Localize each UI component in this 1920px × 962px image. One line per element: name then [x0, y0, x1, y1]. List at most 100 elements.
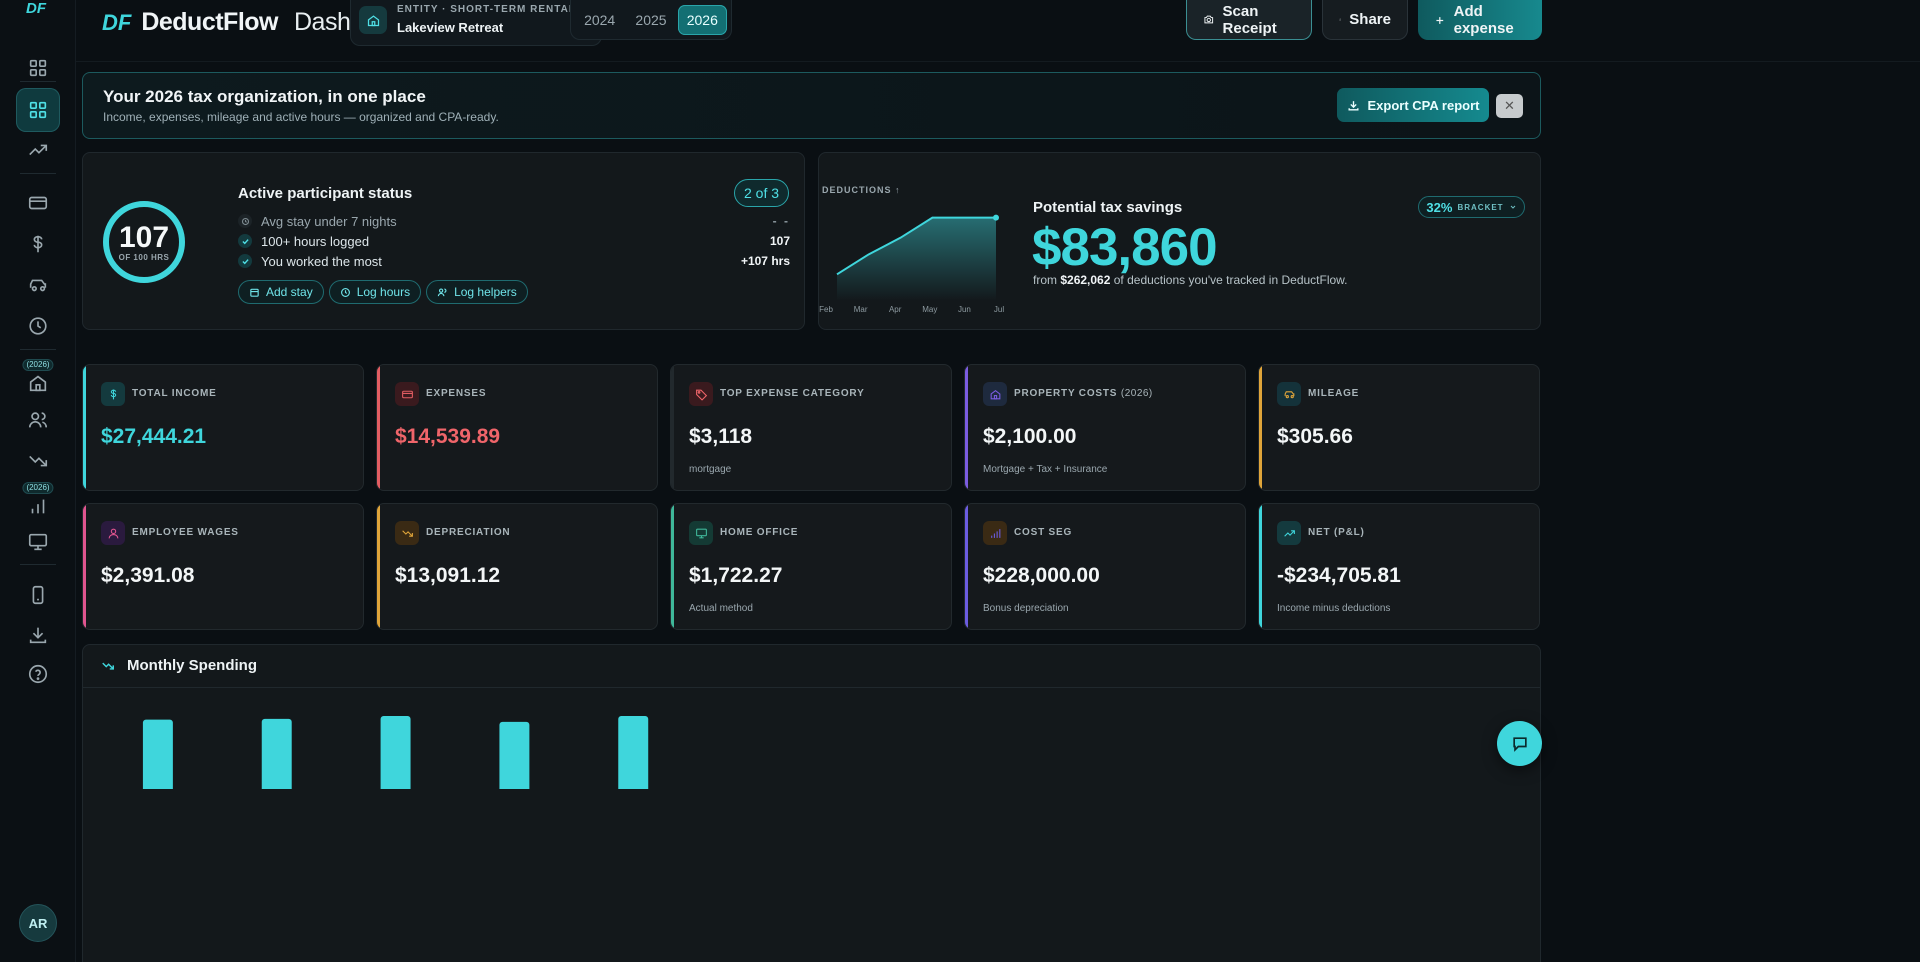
stat-card-label: TOP EXPENSE CATEGORY: [720, 388, 865, 399]
stat-card-value: $2,391.08: [101, 564, 195, 587]
sidebar-item-money[interactable]: [16, 222, 60, 266]
monthly-spending-panel: Monthly Spending: [82, 644, 1541, 962]
dollar-icon: [101, 382, 125, 406]
sidebar: DF (2026) (2026): [0, 0, 76, 962]
x-tick-label: Mar: [853, 305, 868, 314]
home-icon: [359, 6, 387, 34]
export-cpa-report-button[interactable]: Export CPA report: [1337, 88, 1489, 122]
property-year-badge: (2026): [22, 359, 54, 371]
clock-icon: [340, 287, 350, 297]
sidebar-item-cost-seg[interactable]: (2026): [16, 480, 60, 524]
sidebar-item-home-office[interactable]: [16, 520, 60, 564]
chevron-down-icon: [1510, 205, 1515, 209]
share-label: Share: [1349, 11, 1391, 28]
log-hours-button[interactable]: Log hours: [328, 280, 422, 304]
share-button[interactable]: Share: [1322, 0, 1408, 40]
stat-card-value: -$234,705.81: [1277, 564, 1401, 587]
sidebar-item-hours[interactable]: [16, 304, 60, 348]
stat-card-label-year: (2026): [1120, 388, 1153, 399]
camera-icon: [1204, 15, 1214, 24]
bracket-percent: 32%: [1426, 199, 1453, 215]
sidebar-item-expenses[interactable]: [16, 181, 60, 225]
monthly-spending-chart: [142, 716, 649, 789]
stat-card-label: MILEAGE: [1308, 388, 1360, 399]
caption-suffix: of deductions you've tracked in DeductFl…: [1113, 273, 1348, 287]
card-icon: [28, 196, 48, 210]
tax-bracket-selector[interactable]: 32% BRACKET: [1418, 196, 1525, 218]
add-expense-label: Add expense: [1453, 3, 1514, 37]
active-participant-title: Active participant status: [238, 185, 413, 202]
tax-savings-caption: from $262,062 of deductions you've track…: [1033, 273, 1348, 287]
monitor-icon: [28, 533, 48, 551]
monitor-icon: [689, 521, 713, 545]
spending-bar[interactable]: [261, 718, 292, 789]
log-helpers-label: Log helpers: [454, 285, 517, 299]
stat-card-total-income[interactable]: TOTAL INCOME $27,444.21: [82, 364, 364, 491]
spending-bar[interactable]: [618, 716, 649, 789]
stat-card-net-p-l[interactable]: NET (P&L) -$234,705.81 Income minus deduct…: [1258, 503, 1540, 630]
tax-savings-amount: $83,860: [1032, 218, 1218, 277]
spending-bar[interactable]: [142, 719, 173, 789]
log-helpers-button[interactable]: Log helpers: [426, 280, 528, 304]
stat-card-label: NET (P&L): [1308, 527, 1365, 538]
sidebar-divider: [20, 81, 56, 82]
sidebar-item-downloads[interactable]: [16, 613, 60, 657]
stat-card-expenses[interactable]: EXPENSES $14,539.89: [376, 364, 658, 491]
close-banner-button[interactable]: ✕: [1496, 94, 1523, 118]
sidebar-logo[interactable]: DF: [26, 0, 46, 16]
year-tab-2025[interactable]: 2025: [635, 11, 667, 28]
stat-card-employee-wages[interactable]: EMPLOYEE WAGES $2,391.08: [82, 503, 364, 630]
stat-card-cost-seg[interactable]: COST SEG $228,000.00 Bonus depreciation: [964, 503, 1246, 630]
trending-down-icon: [29, 455, 48, 467]
deductions-chart-title: DEDUCTIONS ↑: [822, 185, 901, 195]
stat-card-home-office[interactable]: HOME OFFICE $1,722.27 Actual method: [670, 503, 952, 630]
spending-bar[interactable]: [499, 721, 530, 789]
sidebar-item-property[interactable]: (2026): [16, 357, 60, 401]
stat-card-top-expense-category[interactable]: TOP EXPENSE CATEGORY $3,118 mortgage: [670, 364, 952, 491]
stat-card-depreciation[interactable]: DEPRECIATION $13,091.12: [376, 503, 658, 630]
chat-icon: [1512, 736, 1527, 752]
dollar-icon: [33, 235, 43, 253]
avatar[interactable]: AR: [19, 904, 57, 942]
sidebar-item-mileage[interactable]: [16, 263, 60, 307]
criteria-row: You worked the most +107 hrs: [238, 251, 790, 271]
download-icon: [29, 627, 47, 644]
clock-icon: [238, 214, 252, 228]
chat-button[interactable]: [1497, 721, 1542, 766]
sidebar-item-depreciation[interactable]: [16, 439, 60, 483]
tax-savings-panel: DEDUCTIONS ↑ Feb Mar Apr May Jun Jul Potentia…: [818, 152, 1541, 330]
criteria-value: 107: [769, 234, 790, 248]
add-expense-button[interactable]: Add expense: [1418, 0, 1542, 40]
sidebar-item-income[interactable]: [16, 128, 60, 172]
criteria-label: You worked the most: [261, 253, 382, 269]
entity-selector[interactable]: ENTITY · SHORT-TERM RENTAL Lakeview Retr…: [350, 0, 602, 46]
dashboard-icon: [29, 101, 47, 119]
users-icon: [28, 412, 48, 428]
add-stay-button[interactable]: Add stay: [238, 280, 324, 304]
brand-name: DeductFlow: [141, 8, 278, 36]
x-tick-label: Feb: [819, 305, 833, 314]
stat-card-mileage[interactable]: MILEAGE $305.66: [1258, 364, 1540, 491]
year-tab-2026[interactable]: 2026: [677, 4, 727, 35]
scan-receipt-button[interactable]: Scan Receipt: [1186, 0, 1312, 40]
brand-logo: DF: [102, 9, 132, 35]
criteria-met-badge: 2 of 3: [734, 179, 789, 207]
criteria-value: - -: [772, 214, 790, 228]
share-icon: [1339, 18, 1341, 21]
sidebar-divider: [20, 173, 56, 174]
sidebar-item-mobile[interactable]: [16, 573, 60, 617]
trending-down-icon: [395, 521, 419, 545]
sidebar-item-help[interactable]: [16, 652, 60, 696]
stat-card-property-costs[interactable]: PROPERTY COSTS (2026) $2,100.00 Mortgage +…: [964, 364, 1246, 491]
spending-bar[interactable]: [380, 716, 411, 789]
sidebar-item-people[interactable]: [16, 398, 60, 442]
stat-card-value: $14,539.89: [395, 425, 501, 448]
year-selector: 2024 2025 2026: [570, 0, 732, 40]
deductions-area: [837, 217, 996, 301]
sidebar-item-dashboard[interactable]: [16, 88, 60, 132]
year-tab-2024[interactable]: 2024: [584, 11, 616, 28]
sidebar-item-apps[interactable]: [16, 46, 60, 90]
stat-card-value: $13,091.12: [395, 564, 501, 587]
deductions-line: [836, 216, 996, 276]
banner-title: Your 2026 tax organization, in one place: [103, 87, 426, 106]
